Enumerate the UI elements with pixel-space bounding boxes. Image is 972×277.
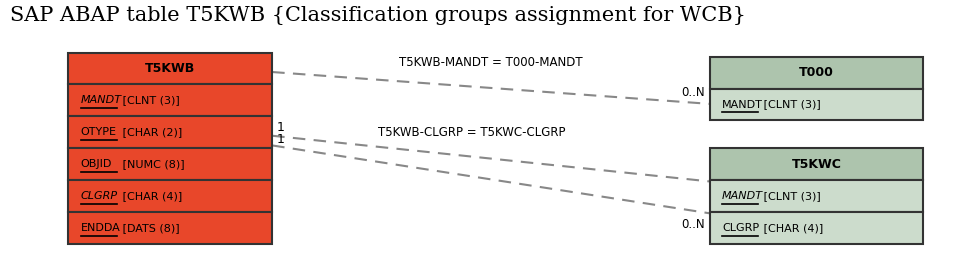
- Bar: [710, 212, 923, 244]
- Text: T000: T000: [799, 66, 834, 79]
- Bar: [710, 148, 923, 180]
- Bar: [0, 0, 972, 36]
- Bar: [710, 57, 923, 89]
- Text: MANDT: MANDT: [722, 99, 763, 110]
- Text: T5KWC: T5KWC: [791, 158, 842, 171]
- Text: CLGRP: CLGRP: [81, 191, 118, 201]
- Bar: [68, 116, 272, 148]
- Text: T5KWB-CLGRP = T5KWC-CLGRP: T5KWB-CLGRP = T5KWC-CLGRP: [378, 126, 565, 139]
- Text: [CLNT (3)]: [CLNT (3)]: [119, 95, 179, 106]
- Text: 1: 1: [277, 134, 285, 146]
- Text: 1: 1: [277, 121, 285, 134]
- Text: MANDT: MANDT: [81, 95, 122, 106]
- Text: 0..N: 0..N: [681, 218, 705, 231]
- Text: [CLNT (3)]: [CLNT (3)]: [760, 99, 820, 110]
- Bar: [68, 180, 272, 212]
- Text: SAP ABAP table T5KWB {Classification groups assignment for WCB}: SAP ABAP table T5KWB {Classification gro…: [10, 6, 746, 25]
- Text: [CHAR (4)]: [CHAR (4)]: [760, 223, 823, 233]
- Text: T5KWB: T5KWB: [145, 62, 195, 75]
- Bar: [68, 148, 272, 180]
- Bar: [710, 180, 923, 212]
- Text: ENDDA: ENDDA: [81, 223, 121, 233]
- Text: T5KWB-MANDT = T000-MANDT: T5KWB-MANDT = T000-MANDT: [399, 56, 582, 68]
- Bar: [710, 89, 923, 120]
- Bar: [68, 53, 272, 84]
- Text: OTYPE: OTYPE: [81, 127, 117, 137]
- Bar: [68, 84, 272, 116]
- Text: [CHAR (4)]: [CHAR (4)]: [119, 191, 182, 201]
- Bar: [68, 212, 272, 244]
- Text: [CHAR (2)]: [CHAR (2)]: [119, 127, 182, 137]
- Text: [DATS (8)]: [DATS (8)]: [119, 223, 179, 233]
- Text: CLGRP: CLGRP: [722, 223, 759, 233]
- Text: OBJID: OBJID: [81, 159, 112, 169]
- Text: [CLNT (3)]: [CLNT (3)]: [760, 191, 820, 201]
- Text: [NUMC (8)]: [NUMC (8)]: [119, 159, 185, 169]
- Text: 0..N: 0..N: [681, 86, 705, 99]
- Text: MANDT: MANDT: [722, 191, 763, 201]
